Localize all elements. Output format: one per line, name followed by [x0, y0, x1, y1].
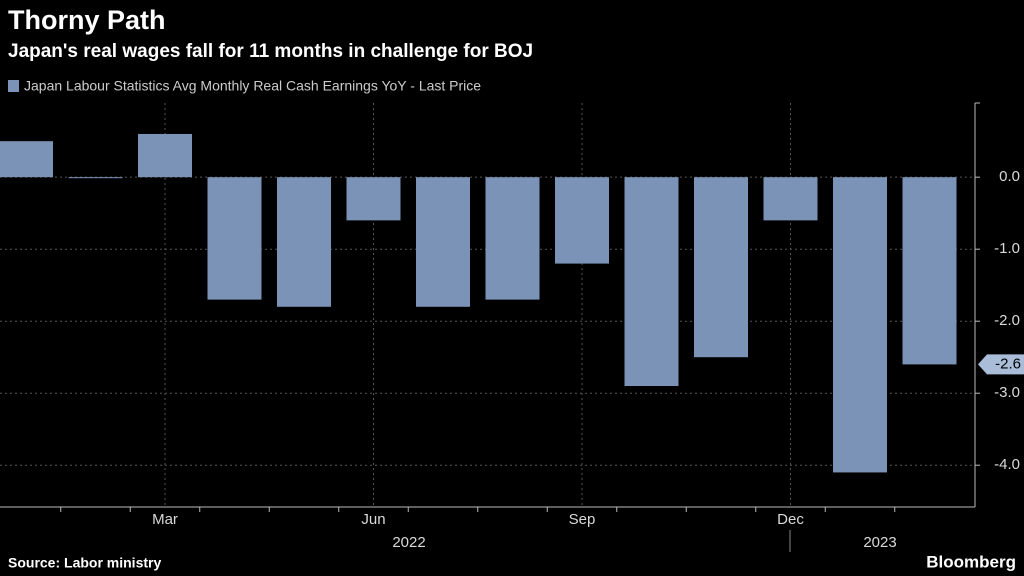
source: Source: Labor ministry — [8, 555, 161, 571]
bar — [694, 177, 748, 358]
year-label: 2022 — [392, 534, 425, 551]
bar — [416, 177, 470, 307]
y-tick-label: 0.0 — [999, 168, 1020, 185]
bar — [68, 177, 123, 179]
x-tick-label: Mar — [152, 511, 178, 528]
bar — [207, 177, 262, 300]
chart-subtitle: Japan's real wages fall for 11 months in… — [8, 41, 533, 62]
legend-label: Japan Labour Statistics Avg Monthly Real… — [24, 78, 481, 94]
bar — [277, 177, 331, 307]
chart-title: Thorny Path — [8, 5, 166, 35]
year-label: 2023 — [863, 534, 896, 551]
y-tick-label: -2.0 — [994, 312, 1020, 329]
bar — [763, 177, 818, 221]
y-tick-label: -4.0 — [994, 456, 1020, 473]
x-tick-label: Sep — [569, 511, 596, 528]
legend-swatch — [8, 80, 19, 92]
x-tick-label: Dec — [777, 511, 804, 528]
bar — [0, 141, 53, 178]
bar — [833, 177, 887, 473]
x-tick-label: Jun — [361, 511, 385, 528]
bar — [555, 177, 609, 264]
last-price-tag — [978, 354, 1024, 375]
bar — [138, 133, 192, 178]
bar — [624, 177, 679, 387]
brand: Bloomberg — [926, 552, 1016, 571]
last-price-label: -2.6 — [995, 355, 1021, 372]
y-tick-label: -1.0 — [994, 240, 1020, 257]
bar — [346, 177, 401, 221]
bar — [902, 177, 957, 365]
bar — [485, 177, 540, 300]
y-tick-label: -3.0 — [994, 384, 1020, 401]
